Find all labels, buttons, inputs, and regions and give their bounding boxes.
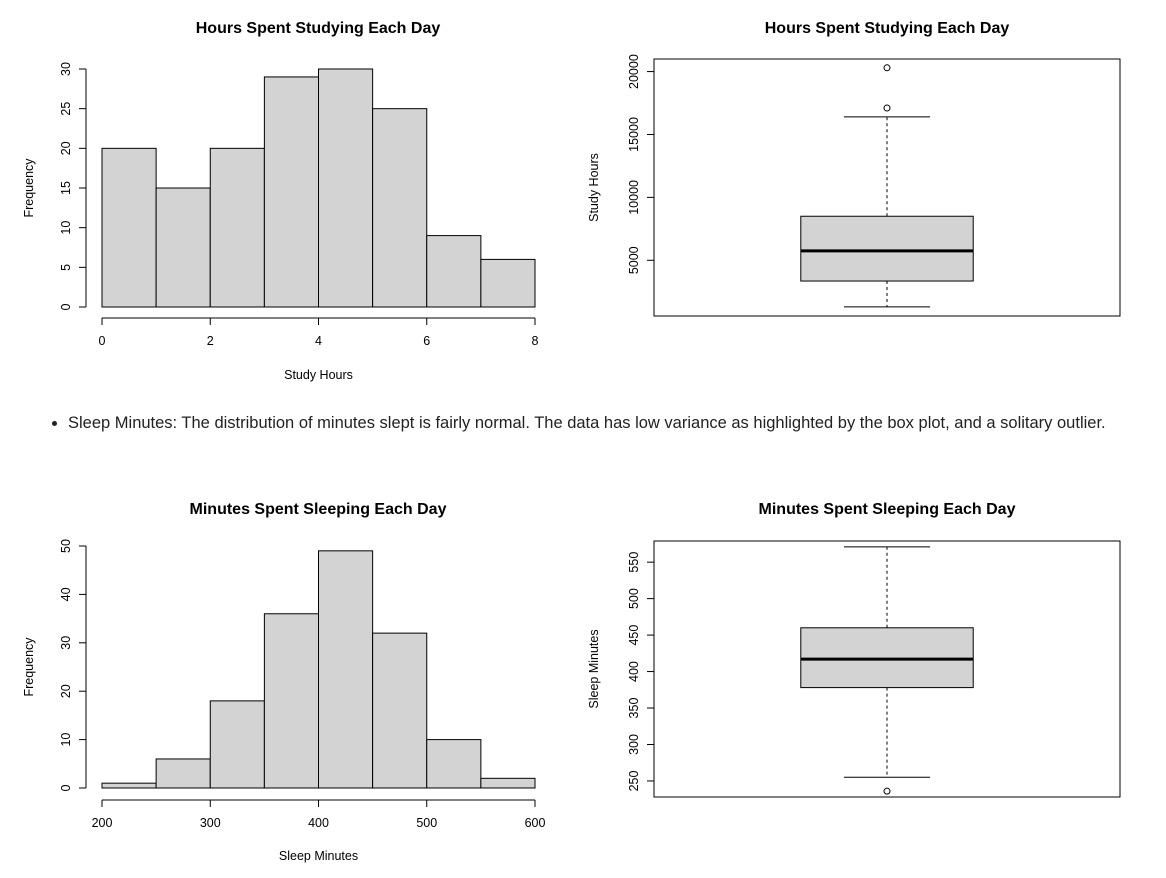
- chart-title: Minutes Spent Sleeping Each Day: [190, 501, 447, 518]
- chart-title: Hours Spent Studying Each Day: [765, 20, 1010, 37]
- interquartile-box: [800, 215, 974, 282]
- x-tick-label: 600: [525, 816, 546, 830]
- sleep-minutes-boxplot: Minutes Spent Sleeping Each Day 250 300 350…: [587, 501, 1121, 798]
- x-tick-label: 400: [308, 816, 329, 830]
- x-axis-label: Sleep Minutes: [279, 849, 358, 863]
- histogram-bar: [209, 700, 265, 789]
- histogram-bar: [426, 739, 482, 789]
- x-tick-label: 0: [99, 334, 106, 348]
- histogram-bar: [263, 76, 319, 308]
- y-tick-label: 0: [59, 784, 73, 791]
- y-tick-label: 15: [59, 181, 73, 195]
- sleep-minutes-bullet: Sleep Minutes: The distribution of minut…: [50, 411, 1148, 436]
- x-tick-label: 8: [532, 334, 539, 348]
- outlier-point: [883, 64, 891, 72]
- bullet-item: Sleep Minutes: The distribution of minut…: [68, 411, 1148, 436]
- histogram-bar: [209, 147, 265, 308]
- y-tick-label: 450: [627, 625, 641, 646]
- histogram-bar: [372, 632, 428, 789]
- y-tick-label: 10: [59, 733, 73, 747]
- x-tick-label: 200: [92, 816, 113, 830]
- y-tick-label: 500: [627, 588, 641, 609]
- histogram-bar: [101, 147, 157, 308]
- y-tick-label: 10000: [627, 180, 641, 215]
- histogram-bar: [155, 758, 211, 789]
- y-tick-label: 15000: [627, 117, 641, 152]
- histogram-bar: [426, 235, 482, 308]
- x-tick-label: 500: [416, 816, 437, 830]
- y-tick-label: 550: [627, 552, 641, 573]
- y-tick-label: 20000: [627, 54, 641, 89]
- y-tick-label: 25: [59, 102, 73, 116]
- outlier-point: [883, 104, 891, 112]
- histogram-bar: [263, 613, 319, 789]
- y-tick-label: 250: [627, 770, 641, 791]
- y-tick-label: 5000: [627, 246, 641, 274]
- y-tick-label: 5: [59, 264, 73, 271]
- y-axis-label: Frequency: [22, 637, 36, 697]
- x-tick-label: 300: [200, 816, 221, 830]
- sleep-minutes-histogram: Minutes Spent Sleeping Each Day 0 10 20 30 40…: [22, 501, 546, 863]
- histogram-bar: [101, 782, 157, 789]
- y-tick-label: 40: [59, 587, 73, 601]
- y-tick-label: 50: [59, 539, 73, 553]
- y-tick-label: 300: [627, 734, 641, 755]
- y-tick-label: 30: [59, 636, 73, 650]
- histogram-bar: [155, 187, 211, 308]
- study-hours-histogram: Hours Spent Studying Each Day05101520253…: [22, 20, 539, 382]
- x-tick-label: 6: [423, 334, 430, 348]
- study-hours-boxplot: Hours Spent Studying Each Day 5000 10000 15…: [587, 20, 1121, 317]
- y-tick-label: 10: [59, 221, 73, 235]
- y-tick-label: 20: [59, 141, 73, 155]
- histogram-bar: [318, 68, 374, 308]
- x-tick-label: 4: [315, 334, 322, 348]
- histogram-bar: [318, 550, 374, 789]
- y-tick-label: 30: [59, 62, 73, 76]
- x-tick-label: 2: [207, 334, 214, 348]
- y-axis-label: Frequency: [22, 158, 36, 218]
- chart-title: Minutes Spent Sleeping Each Day: [759, 501, 1016, 518]
- x-axis-label: Study Hours: [284, 368, 353, 382]
- y-axis-label: Sleep Minutes: [587, 629, 601, 708]
- y-tick-label: 0: [59, 303, 73, 310]
- outlier-point: [883, 787, 891, 795]
- histogram-bar: [372, 108, 428, 308]
- y-axis-label: Study Hours: [587, 153, 601, 222]
- y-tick-label: 350: [627, 698, 641, 719]
- y-tick-label: 400: [627, 661, 641, 682]
- y-tick-label: 20: [59, 684, 73, 698]
- chart-title: Hours Spent Studying Each Day: [196, 20, 441, 37]
- histogram-bar: [480, 258, 536, 308]
- histogram-bar: [480, 777, 536, 789]
